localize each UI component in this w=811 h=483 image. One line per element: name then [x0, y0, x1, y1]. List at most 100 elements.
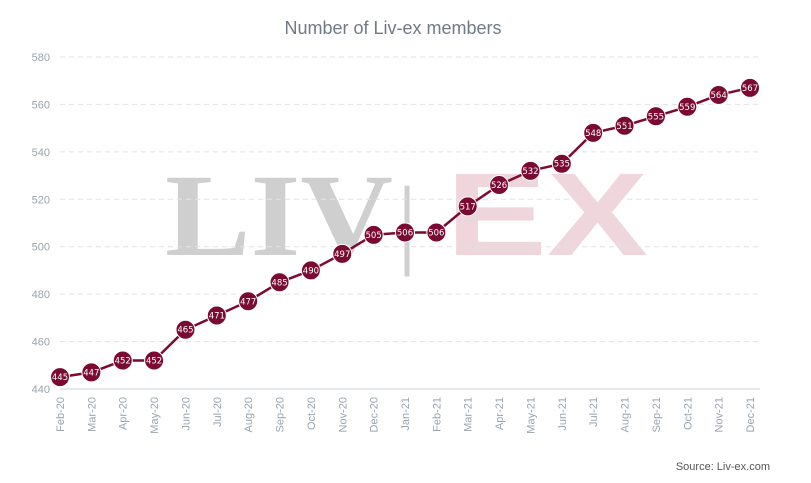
- data-point-marker: [520, 160, 541, 181]
- chart-title: Number of Liv-ex members: [284, 18, 501, 38]
- data-point: 555: [645, 106, 666, 127]
- data-point: 477: [238, 291, 259, 312]
- x-tick-label: Sep-21: [651, 397, 663, 432]
- data-point-marker: [708, 84, 729, 105]
- data-label: 497: [334, 250, 350, 260]
- data-point-marker: [363, 224, 384, 245]
- y-tick-label: 440: [32, 384, 50, 396]
- x-tick-label: Dec-20: [369, 397, 381, 432]
- x-tick-label: May-21: [525, 397, 537, 434]
- data-point: 567: [740, 77, 760, 98]
- data-point-marker: [332, 243, 353, 264]
- data-point: 535: [551, 153, 572, 174]
- data-label: 517: [460, 202, 476, 212]
- data-label: 445: [52, 373, 68, 383]
- data-point: 452: [144, 350, 165, 371]
- x-axis: Feb-20 Mar-20 Apr-20 May-20 Jun-20 Jul-20 Aug-…: [55, 397, 757, 434]
- x-tick-label: Apr-21: [494, 397, 506, 430]
- data-point-marker: [50, 367, 70, 388]
- x-tick-label: Nov-21: [714, 397, 726, 432]
- data-label: 567: [742, 84, 758, 94]
- data-point: 564: [708, 84, 729, 105]
- data-point: 526: [489, 175, 510, 196]
- x-tick-label: Aug-21: [620, 397, 632, 432]
- data-point: 551: [614, 115, 635, 136]
- data-label: 548: [585, 129, 601, 139]
- data-point-marker: [269, 272, 290, 293]
- x-tick-label: Mar-21: [463, 397, 475, 432]
- data-label: 559: [679, 103, 695, 113]
- data-point: 559: [677, 96, 698, 117]
- data-point-marker: [489, 175, 510, 196]
- y-tick-label: 560: [32, 99, 50, 111]
- x-tick-label: Jun-21: [557, 397, 569, 431]
- data-point: 506: [395, 222, 415, 243]
- x-tick-label: Jul-21: [588, 397, 600, 427]
- data-label: 471: [209, 311, 225, 321]
- x-tick-label: Mar-20: [86, 397, 98, 432]
- data-label: 505: [366, 231, 382, 241]
- data-point: 490: [300, 260, 321, 281]
- data-point-marker: [551, 153, 572, 174]
- x-tick-label: Aug-20: [243, 397, 255, 432]
- data-point-marker: [740, 77, 760, 98]
- x-tick-label: Feb-20: [55, 397, 67, 432]
- watermark-ex: EX: [446, 149, 648, 281]
- data-point-marker: [426, 222, 447, 243]
- data-label: 526: [491, 181, 507, 191]
- source-note: Source: Liv-ex.com: [676, 461, 770, 473]
- data-label: 535: [554, 160, 570, 170]
- data-point: 517: [457, 196, 478, 217]
- data-point-marker: [112, 350, 133, 371]
- x-tick-label: Oct-21: [682, 397, 694, 430]
- data-point: 465: [175, 319, 196, 340]
- x-tick-label: May-20: [149, 397, 161, 434]
- data-point: 532: [520, 160, 541, 181]
- data-point-marker: [300, 260, 321, 281]
- data-point-marker: [677, 96, 698, 117]
- x-tick-label: Dec-21: [745, 397, 757, 432]
- data-point-marker: [645, 106, 666, 127]
- x-tick-label: Jan-21: [400, 397, 412, 431]
- x-tick-label: Nov-20: [337, 397, 349, 432]
- data-label: 551: [616, 122, 632, 132]
- data-point-marker: [238, 291, 259, 312]
- data-label: 477: [240, 297, 256, 307]
- data-point-marker: [175, 319, 196, 340]
- x-tick-label: Sep-20: [275, 397, 287, 432]
- data-point-marker: [614, 115, 635, 136]
- data-point-marker: [81, 362, 102, 383]
- data-point: 506: [426, 222, 447, 243]
- y-tick-label: 460: [32, 337, 50, 349]
- x-tick-label: Jul-20: [212, 397, 224, 427]
- x-tick-label: Oct-20: [306, 397, 318, 430]
- data-label: 465: [177, 326, 193, 336]
- y-tick-label: 540: [32, 147, 50, 159]
- data-point-marker: [144, 350, 165, 371]
- watermark-logo: LIV | EX: [165, 149, 648, 281]
- x-tick-label: Feb-21: [431, 397, 443, 432]
- x-tick-label: Apr-20: [118, 397, 130, 430]
- data-points: 445 447 452 452 465 471 477 485 490 497 505 506 506 5…: [50, 77, 760, 388]
- data-point: 445: [50, 367, 70, 388]
- data-label: 452: [146, 357, 162, 367]
- data-label: 555: [648, 112, 664, 122]
- y-tick-label: 520: [32, 194, 50, 206]
- data-label: 452: [115, 357, 131, 367]
- data-label: 506: [428, 228, 444, 238]
- data-point-marker: [583, 122, 604, 143]
- data-label: 532: [522, 167, 538, 177]
- y-axis: 440 460 480 500 520 540 560 580: [32, 52, 760, 396]
- data-point-marker: [206, 305, 227, 326]
- data-point: 548: [583, 122, 604, 143]
- data-point-marker: [457, 196, 478, 217]
- watermark-liv: LIV: [165, 150, 393, 281]
- data-label: 485: [271, 278, 287, 288]
- data-label: 564: [711, 91, 727, 101]
- data-point: 471: [206, 305, 227, 326]
- y-tick-label: 500: [32, 242, 50, 254]
- watermark-separator: |: [397, 166, 417, 277]
- data-point-marker: [395, 222, 415, 243]
- y-tick-label: 480: [32, 289, 50, 301]
- data-label: 490: [303, 266, 319, 276]
